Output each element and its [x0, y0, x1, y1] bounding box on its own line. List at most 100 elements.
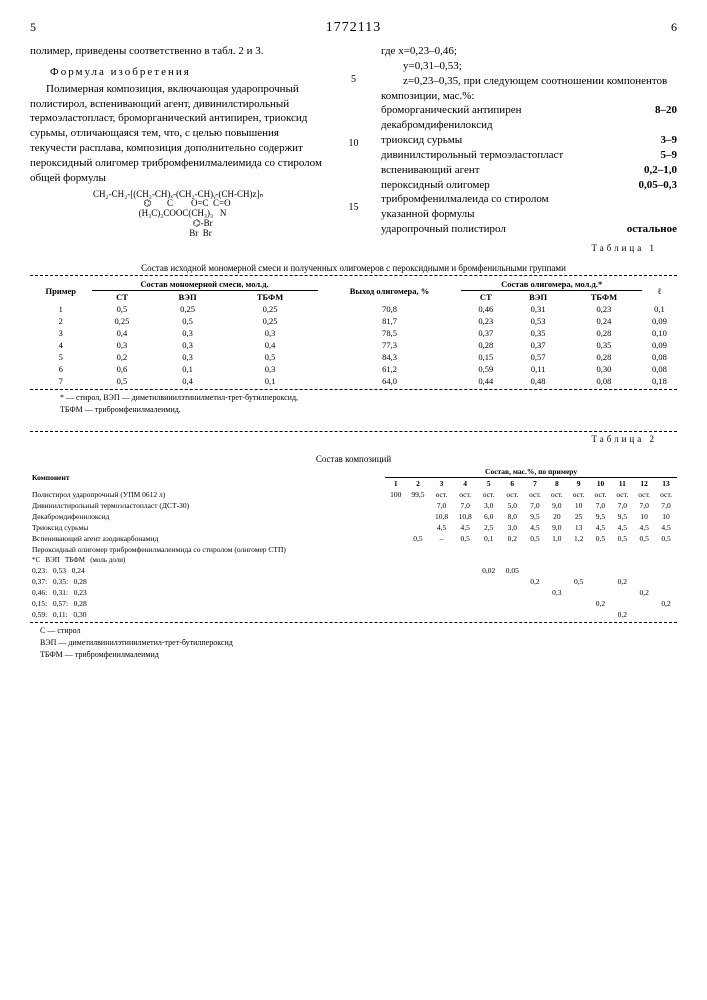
comp-label: дивинилстирольный термоэластопласт	[381, 148, 563, 163]
cell: 0,08	[642, 351, 677, 363]
cell	[568, 587, 590, 598]
cell: 9,5	[590, 511, 612, 522]
cell	[385, 511, 406, 522]
cell: 0,1	[477, 533, 501, 544]
cell	[385, 609, 406, 620]
cell	[385, 576, 406, 587]
cell	[590, 565, 612, 576]
cell	[611, 544, 633, 555]
cell	[453, 587, 477, 598]
ratio-label: 0,46: 0,31: 0,23	[30, 587, 385, 598]
x-range: x=0,23–0,46;	[398, 45, 457, 57]
cell: 0,5	[223, 351, 318, 363]
cell	[453, 565, 477, 576]
row-label: Полистирол ударопрочный (УПМ 0612 л)	[30, 489, 385, 500]
comp-value: 0,05–0,3	[639, 178, 678, 223]
cell	[590, 587, 612, 598]
cell	[385, 533, 406, 544]
cell: ост.	[477, 489, 501, 500]
ratio-label: 0,59: 0,11: 0,30	[30, 609, 385, 620]
table1-label: Таблица 1	[30, 243, 657, 253]
cell: 0,44	[461, 375, 510, 387]
cell	[501, 598, 525, 609]
cell: 0,2	[501, 533, 525, 544]
patent-number: 1772113	[326, 20, 381, 36]
cell: 7,0	[453, 500, 477, 511]
cell: 1,0	[546, 533, 568, 544]
cell: ост.	[655, 489, 677, 500]
cell	[524, 544, 546, 555]
cell: 0,46	[461, 303, 510, 315]
cell: 0,5	[92, 303, 153, 315]
cell: 0,1	[642, 303, 677, 315]
cell	[633, 544, 655, 555]
cell: 64,0	[318, 375, 462, 387]
comp-value: 3–9	[661, 133, 678, 148]
cell: 4	[30, 339, 92, 351]
cell	[385, 500, 406, 511]
table1: ПримерСостав мономерной смеси, мол.д.Вых…	[30, 278, 677, 387]
cell: 5	[30, 351, 92, 363]
row-label: Вспенивающий агент азодикарбонамид	[30, 533, 385, 544]
cell: 0,57	[510, 351, 566, 363]
cell: 0,5	[92, 375, 153, 387]
cell: 0,4	[223, 339, 318, 351]
left-body: Полимерная композиция, включающая удароп…	[30, 82, 326, 186]
cell	[501, 609, 525, 620]
cell: 0,08	[566, 375, 642, 387]
marker: 15	[346, 202, 361, 213]
comp-label: триоксид сурьмы	[381, 133, 462, 148]
comp-label: вспенивающий агент	[381, 163, 480, 178]
cell: 0,5	[590, 533, 612, 544]
cell: 0,53	[510, 315, 566, 327]
t2-footnote: С — стирол	[40, 626, 677, 635]
cell: 13	[568, 522, 590, 533]
cell: ост.	[611, 489, 633, 500]
cell: 4,5	[453, 522, 477, 533]
cell: 4,5	[633, 522, 655, 533]
cell	[568, 544, 590, 555]
cell: 0,3	[223, 363, 318, 375]
cell: 0,5	[406, 533, 430, 544]
comp-label: броморганический антипирен декабромдифен…	[381, 103, 588, 133]
cell	[406, 500, 430, 511]
cell: 0,28	[566, 327, 642, 339]
comp-value: 8–20	[655, 103, 677, 133]
cell	[477, 544, 501, 555]
cell: 0,59	[461, 363, 510, 375]
cell: 10	[568, 500, 590, 511]
cell: 0,25	[152, 303, 222, 315]
cell	[501, 576, 525, 587]
cell: 7	[30, 375, 92, 387]
cell	[406, 609, 430, 620]
cell	[546, 598, 568, 609]
cell	[453, 576, 477, 587]
cell: 0,3	[223, 327, 318, 339]
cell: ост.	[453, 489, 477, 500]
cell: 0,1	[223, 375, 318, 387]
cell	[524, 609, 546, 620]
cell: –	[430, 533, 454, 544]
cell: 0,37	[510, 339, 566, 351]
where-label: где	[381, 45, 395, 57]
cell	[385, 522, 406, 533]
cell: 0,11	[510, 363, 566, 375]
cell	[406, 544, 430, 555]
cell: 0,5	[152, 315, 222, 327]
cell: 0,18	[642, 375, 677, 387]
cell	[568, 598, 590, 609]
table2-title: Состав композиций	[30, 454, 677, 464]
cell	[385, 544, 406, 555]
cell: 0,3	[152, 351, 222, 363]
cell: 4,5	[655, 522, 677, 533]
cell	[655, 587, 677, 598]
cell: 0,4	[92, 327, 153, 339]
comp-value: 0,2–1,0	[644, 163, 677, 178]
cell: 4,5	[590, 522, 612, 533]
table2: КомпонентСостав, мас.%, по примеру123456…	[30, 466, 677, 620]
cell	[611, 565, 633, 576]
cell	[477, 609, 501, 620]
cell: 0,23	[461, 315, 510, 327]
comp-label: ударопрочный полистирол	[381, 222, 506, 237]
chemical-structure: CH₂-CH₂-[(CH₂-CH)ₓ-(CH₂-CH)ᵧ-(CH-CH)z]ₙ …	[30, 190, 326, 239]
